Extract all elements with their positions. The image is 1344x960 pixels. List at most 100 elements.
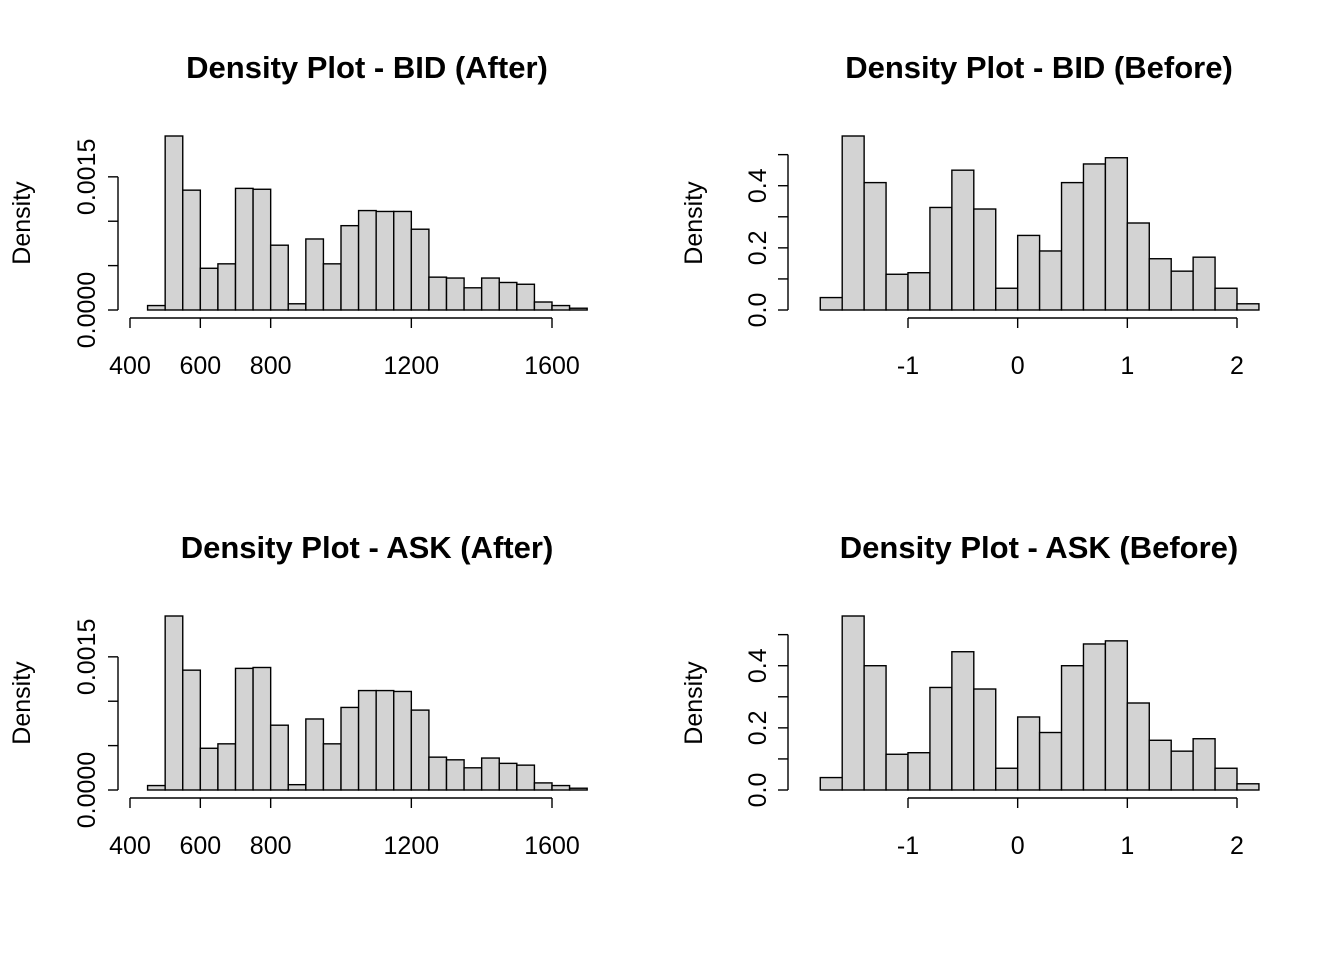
histogram-bar — [841, 135, 865, 311]
histogram-bar — [1038, 731, 1063, 791]
histogram-bar — [480, 757, 500, 791]
histogram-bar — [885, 753, 909, 791]
histogram-bar — [516, 764, 536, 791]
histogram-bar — [841, 615, 865, 791]
histogram-bar — [551, 784, 571, 791]
histogram-bar — [252, 188, 272, 311]
histogram-bar — [1060, 665, 1085, 791]
x-tick-label: -1 — [897, 352, 919, 380]
histogram-bar — [498, 281, 518, 311]
x-tick-label: 800 — [250, 832, 292, 860]
y-tick-label: 0.0 — [744, 293, 772, 328]
histogram-bar — [375, 689, 395, 791]
histogram-bar — [1082, 163, 1107, 311]
histogram-bar — [287, 303, 307, 311]
histogram-bar — [819, 296, 843, 311]
histogram-panel-1: Density Plot - BID (After) 400 600 800 1200 1… — [8, 50, 588, 380]
histogram-bar — [305, 718, 325, 791]
y-axis-label: Density — [680, 181, 708, 265]
histogram-bar — [340, 224, 360, 311]
histogram-bar — [1126, 702, 1150, 791]
histogram-bar — [1214, 287, 1238, 311]
histogram-bar — [199, 747, 219, 791]
chart-title: Density Plot - ASK (After) — [181, 530, 554, 565]
histogram-bar — [1082, 643, 1107, 791]
histogram-bar — [234, 667, 254, 791]
x-tick-label: 400 — [109, 352, 151, 380]
histogram-bar — [164, 615, 184, 791]
histogram-bar — [305, 238, 325, 311]
x-tick-label: 1 — [1120, 352, 1134, 380]
histogram-bar — [340, 706, 360, 791]
histogram-bar — [551, 304, 571, 311]
histogram-bar — [217, 263, 237, 311]
histogram-bar — [234, 187, 254, 311]
histogram-bar — [995, 287, 1019, 311]
histogram-bar — [199, 267, 219, 311]
histogram-bar — [375, 210, 395, 311]
histogram-bar — [533, 301, 553, 311]
histogram-bar — [863, 181, 887, 311]
histogram-bar — [393, 690, 413, 791]
histogram-bar — [863, 665, 887, 791]
histogram-bar — [929, 686, 953, 791]
histogram-bar — [322, 743, 342, 791]
histogram-bar — [568, 787, 588, 791]
histogram-bar — [516, 283, 536, 311]
histogram-bar — [445, 759, 465, 791]
histogram-bar — [533, 782, 553, 791]
histogram-bar — [164, 135, 184, 311]
histogram-bar — [1126, 222, 1150, 311]
histogram-bar — [480, 277, 500, 311]
histogram-bar — [463, 767, 483, 791]
histogram-panel-4: Density Plot - ASK (Before) -1 0 1 2 0.0 0.2 0.… — [680, 530, 1260, 860]
histogram-bar — [1170, 270, 1194, 311]
histogram-bar — [568, 307, 588, 311]
x-tick-label: 800 — [250, 352, 292, 380]
histogram-bar — [393, 210, 413, 311]
histogram-bar — [428, 756, 448, 791]
histogram-bar — [1016, 716, 1041, 791]
histogram-bar — [410, 228, 430, 311]
histogram-bar — [182, 669, 202, 791]
histogram-bar — [1236, 783, 1260, 791]
histogram-bar — [1236, 303, 1260, 311]
histogram-bar — [217, 743, 237, 791]
histogram-bar — [269, 724, 289, 791]
y-tick-label: 0.2 — [744, 710, 772, 745]
y-tick-label: 0.0 — [744, 773, 772, 808]
histogram-bar — [428, 276, 448, 311]
x-tick-label: 0 — [1011, 352, 1025, 380]
histogram-bar — [146, 304, 166, 311]
x-tick-label: 1 — [1120, 832, 1134, 860]
histogram-bar — [907, 272, 931, 311]
histogram-panel-2: Density Plot - BID (Before) -1 0 1 2 0.0 0.2 0.… — [680, 50, 1260, 380]
histogram-bar — [907, 752, 931, 791]
histogram-bar — [973, 688, 997, 791]
histogram-bar — [498, 762, 518, 791]
x-tick-label: 400 — [109, 832, 151, 860]
histogram-bar — [973, 208, 997, 311]
x-tick-label: 600 — [179, 832, 221, 860]
histogram-bar — [929, 206, 953, 311]
histogram-panel-3: Density Plot - ASK (After) 400 600 800 1200 1… — [8, 530, 588, 860]
histogram-bar — [1192, 738, 1216, 791]
histogram-bar — [146, 784, 166, 791]
y-tick-label: 0.0000 — [73, 272, 101, 348]
histogram-bar — [1192, 256, 1216, 311]
histogram-bar — [885, 273, 909, 311]
histogram-bar — [357, 209, 377, 311]
y-axis-label: Density — [680, 661, 708, 745]
histogram-bar — [1016, 234, 1041, 311]
y-tick-label: 0.4 — [744, 168, 772, 203]
chart-title: Density Plot - BID (Before) — [845, 50, 1233, 85]
x-tick-label: 0 — [1011, 832, 1025, 860]
x-tick-label: 2 — [1230, 352, 1244, 380]
y-tick-label: 0.2 — [744, 230, 772, 265]
x-tick-label: 600 — [179, 352, 221, 380]
histogram-bar — [322, 263, 342, 311]
histogram-bar — [995, 767, 1019, 791]
histogram-bar — [951, 651, 975, 791]
y-tick-label: 0.0015 — [73, 619, 101, 695]
